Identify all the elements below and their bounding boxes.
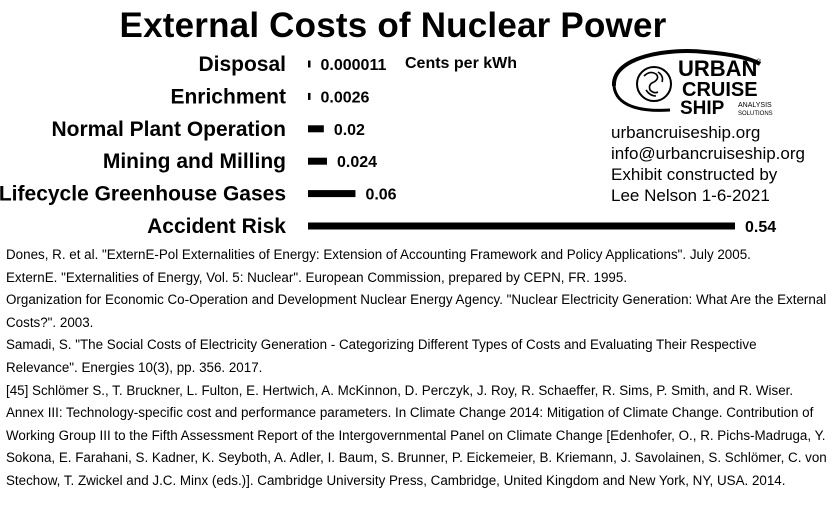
category-label: Lifecycle Greenhouse Gases [0,183,286,206]
value-label: 0.0026 [321,89,370,106]
unit-label: Cents per kWh [405,55,518,72]
logo-tag-solutions: SOLUTIONS [738,111,773,117]
logo-word-ship: SHIP [680,98,725,118]
bar-chart: Disposal 0.000011 Enrichment 0.0026 Normal P… [0,53,776,238]
logo-word-urban: URBAN [678,56,757,81]
value-label: 0.06 [365,187,396,204]
category-label: Normal Plant Operation [51,118,286,141]
value-label: 0.000011 [321,57,387,74]
credit-line-2: Lee Nelson 1-6-2021 [611,186,770,205]
bar [308,60,311,68]
reference-item: [45] Schlömer S., T. Bruckner, L. Fulton… [6,382,827,488]
value-label: 0.024 [337,154,377,171]
reference-item: Dones, R. et al. "ExternE-Pol Externalit… [6,247,751,262]
bar [308,157,327,165]
logo-tag-analysis: ANALYSIS [738,102,772,109]
category-label: Mining and Milling [103,150,286,173]
urban-cruise-ship-logo: URBAN ® CRUISE SHIP ANALYSIS SOLUTIONS [611,49,773,118]
bar [308,190,356,198]
contact-block: urbancruiseship.org info@urbancruiseship… [611,122,805,206]
reference-item: ExternE. "Externalities of Energy, Vol. … [6,269,628,285]
category-label: Accident Risk [147,215,286,238]
chart-title: External Costs of Nuclear Power [119,6,667,45]
reference-item: Samadi, S. "The Social Costs of Electric… [6,337,757,375]
bar [308,125,324,133]
website-link[interactable]: urbancruiseship.org [611,123,761,142]
email-link[interactable]: info@urbancruiseship.org [611,144,805,163]
value-label: 0.54 [745,219,776,236]
logo-registered-mark: ® [756,58,762,66]
category-label: Enrichment [170,85,286,108]
value-label: 0.02 [334,122,365,139]
references: Dones, R. et al. "ExternE-Pol Externalit… [6,244,830,493]
credit-line-1: Exhibit constructed by [611,165,778,184]
logo-word-cruise: CRUISE [682,79,758,101]
bar [308,222,735,230]
bar [308,92,311,100]
category-label: Disposal [198,53,286,76]
reference-item: Organization for Economic Co-Operation a… [6,292,827,330]
